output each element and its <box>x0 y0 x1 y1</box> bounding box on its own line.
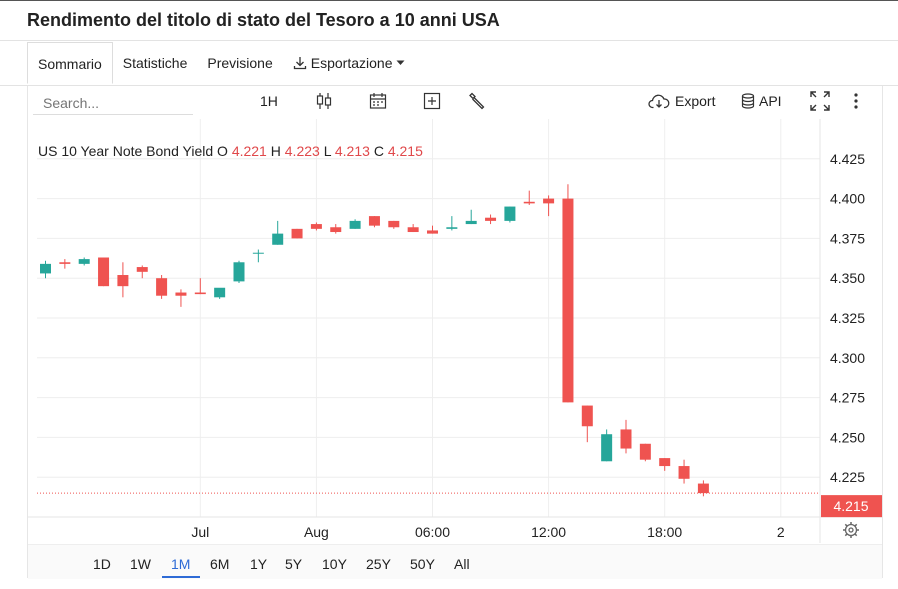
download-icon <box>293 57 306 70</box>
tab-previsione[interactable]: Previsione <box>207 55 273 71</box>
legend-close-value: 4.215 <box>387 143 423 159</box>
title-bar: Rendimento del titolo di stato del Tesor… <box>0 0 898 41</box>
range-50y[interactable]: 50Y <box>410 556 435 572</box>
fullscreen-icon <box>810 91 830 111</box>
ohlc-legend: US 10 Year Note Bond Yield O 4.221 H 4.2… <box>38 143 423 159</box>
legend-high-label: H <box>270 143 281 159</box>
api-button[interactable]: API <box>741 90 782 112</box>
range-bar <box>28 544 882 579</box>
range-6m[interactable]: 6M <box>210 556 230 572</box>
add-indicator-button[interactable] <box>423 90 441 112</box>
range-1y[interactable]: 1Y <box>250 556 268 572</box>
tab-esportazione[interactable]: Esportazione <box>283 42 416 84</box>
range-25y[interactable]: 25Y <box>366 556 391 572</box>
fullscreen-button[interactable] <box>810 90 830 112</box>
export-label: Export <box>675 93 716 109</box>
chart-frame <box>27 86 883 578</box>
interval-button[interactable]: 1H <box>260 93 278 109</box>
candlestick-icon <box>316 93 332 109</box>
more-options-button[interactable] <box>853 90 859 112</box>
caret-down-icon <box>396 60 405 65</box>
settings-tool-button[interactable] <box>468 90 486 112</box>
search-input[interactable] <box>33 92 193 115</box>
chart-type-button[interactable] <box>315 90 333 112</box>
range-all[interactable]: All <box>454 556 470 572</box>
page-title: Rendimento del titolo di stato del Tesor… <box>27 10 500 30</box>
legend-high-value: 4.223 <box>284 143 320 159</box>
tab-bar: Sommario Statistiche Previsione Esportaz… <box>27 42 415 86</box>
more-vertical-icon <box>854 93 858 109</box>
legend-open-label: O <box>217 143 228 159</box>
cloud-download-icon <box>648 94 670 109</box>
legend-symbol: US 10 Year Note Bond Yield <box>38 143 214 159</box>
wrench-icon <box>469 92 485 110</box>
plus-square-icon <box>423 92 441 110</box>
range-5y[interactable]: 5Y <box>285 556 303 572</box>
calendar-icon <box>369 93 387 109</box>
tab-statistiche[interactable]: Statistiche <box>122 55 188 71</box>
database-icon <box>741 93 755 109</box>
range-1m[interactable]: 1M <box>171 556 191 572</box>
legend-close-label: C <box>373 143 384 159</box>
legend-low-label: L <box>323 143 331 159</box>
legend-low-value: 4.213 <box>334 143 370 159</box>
range-1w[interactable]: 1W <box>130 556 151 572</box>
tabs-divider <box>0 85 898 86</box>
tab-sommario[interactable]: Sommario <box>27 42 113 84</box>
api-label: API <box>759 93 782 109</box>
date-range-button[interactable] <box>369 90 387 112</box>
range-10y[interactable]: 10Y <box>322 556 347 572</box>
range-1d[interactable]: 1D <box>93 556 111 572</box>
legend-open-value: 4.221 <box>231 143 267 159</box>
active-range-underline <box>162 576 200 578</box>
tab-esportazione-label: Esportazione <box>310 55 393 71</box>
export-button[interactable]: Export <box>648 90 715 112</box>
